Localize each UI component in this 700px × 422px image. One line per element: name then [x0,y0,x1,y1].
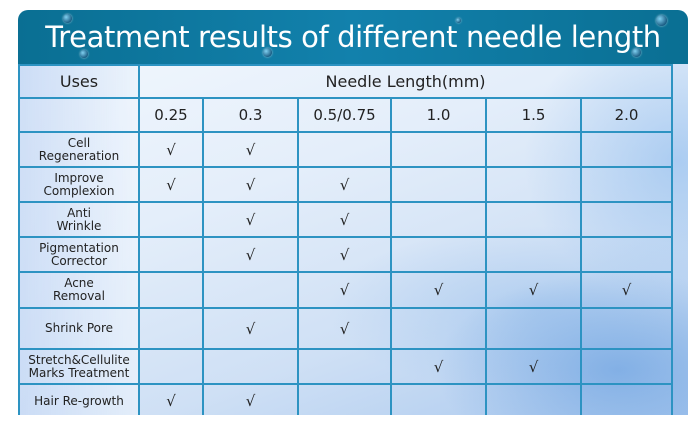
water-droplet-icon [656,15,667,26]
check-cell: √ [138,383,204,415]
check-cell: √ [202,236,299,273]
use-label: Improve Complexion [18,166,140,203]
table-row: Shrink Pore √ √ [18,307,674,350]
table-row: Stretch&Cellulite Marks Treatment √ √ [18,348,674,385]
length-0.5-0.75: 0.5/0.75 [297,97,392,133]
use-label: Stretch&Cellulite Marks Treatment [18,348,140,385]
check-cell [390,166,487,203]
table-row: Hair Re-growth √ √ [18,383,674,415]
header-row: Uses Needle Length(mm) [18,64,674,99]
length-0.3: 0.3 [202,97,299,133]
check-cell: √ [202,131,299,168]
treatment-table-card: Treatment results of different needle le… [18,10,688,415]
water-droplet-icon [63,14,72,23]
check-cell [202,348,299,385]
check-cell: √ [202,166,299,203]
check-cell [579,236,674,273]
table-row: Anti Wrinkle √ √ [18,201,674,238]
table-row: Pigmentation Corrector √ √ [18,236,674,273]
length-row: 0.25 0.3 0.5/0.75 1.0 1.5 2.0 [18,97,674,133]
check-cell [297,131,392,168]
check-cell: √ [297,166,392,203]
check-cell: √ [297,236,392,273]
check-cell: √ [390,271,487,309]
length-2.0: 2.0 [579,97,674,133]
use-label: Hair Re-growth [18,383,140,415]
check-cell [485,201,582,238]
check-cell [485,383,582,415]
check-cell [579,307,674,350]
length-1.0: 1.0 [390,97,487,133]
check-cell: √ [202,383,299,415]
use-label: Shrink Pore [18,307,140,350]
check-cell [485,166,582,203]
check-cell [579,201,674,238]
check-cell: √ [138,131,204,168]
check-cell: √ [297,201,392,238]
water-droplet-icon [80,50,88,58]
check-cell [138,307,204,350]
check-cell [485,236,582,273]
table-row: Acne Removal √ √ √ √ [18,271,674,309]
needle-length-header: Needle Length(mm) [137,64,674,99]
water-droplet-icon [632,48,641,57]
length-1.5: 1.5 [485,97,582,133]
check-cell [390,307,487,350]
use-label: Cell Regeneration [18,131,140,168]
check-cell [579,383,674,415]
check-cell [485,307,582,350]
check-cell: √ [579,271,674,309]
check-cell: √ [485,348,582,385]
check-cell [579,131,674,168]
use-label: Pigmentation Corrector [18,236,140,273]
use-label: Anti Wrinkle [18,201,140,238]
check-cell: √ [297,271,392,309]
check-cell [390,131,487,168]
check-cell: √ [390,348,487,385]
water-droplet-icon [263,48,272,57]
check-cell [579,166,674,203]
check-cell: √ [138,166,204,203]
length-0.25: 0.25 [138,97,204,133]
check-cell [485,131,582,168]
water-droplet-icon [456,18,461,23]
check-cell [390,201,487,238]
check-cell [138,271,204,309]
table-row: Improve Complexion √ √ √ [18,166,674,203]
use-label: Acne Removal [18,271,140,309]
check-cell [390,383,487,415]
needle-length-table: Uses Needle Length(mm) 0.25 0.3 0.5/0.75… [18,64,674,415]
check-cell [297,348,392,385]
check-cell: √ [297,307,392,350]
check-cell [390,236,487,273]
check-cell: √ [485,271,582,309]
check-cell [138,201,204,238]
uses-header: Uses [18,64,140,99]
check-cell [138,348,204,385]
table-title: Treatment results of different needle le… [18,10,688,64]
check-cell [297,383,392,415]
check-cell [579,348,674,385]
check-cell [138,236,204,273]
blank-corner-cell [18,97,140,133]
check-cell [202,271,299,309]
check-cell: √ [202,307,299,350]
check-cell: √ [202,201,299,238]
table-row: Cell Regeneration √ √ [18,131,674,168]
